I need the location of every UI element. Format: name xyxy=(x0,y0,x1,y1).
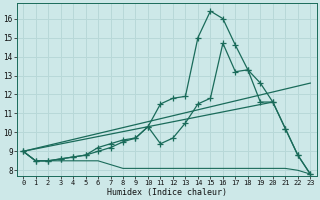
X-axis label: Humidex (Indice chaleur): Humidex (Indice chaleur) xyxy=(107,188,227,197)
